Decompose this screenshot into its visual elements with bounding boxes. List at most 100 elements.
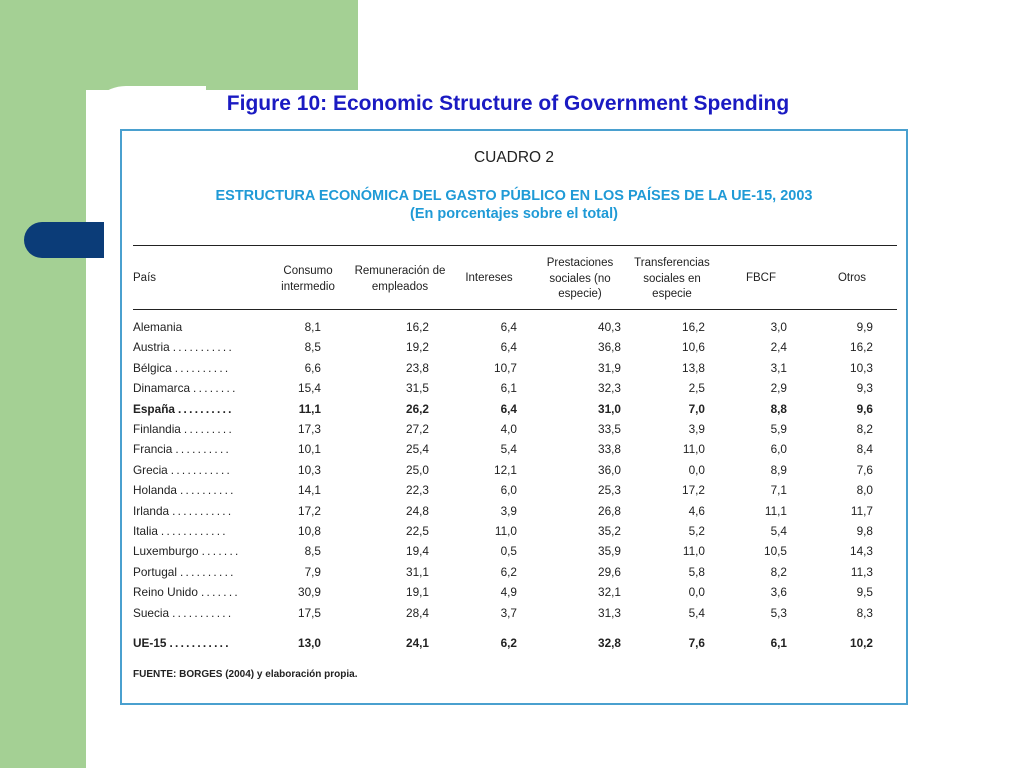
table-row: Reino Unido....... 30,9 19,1 4,9 32,1 0,0 3,6 9…	[133, 582, 873, 602]
value-cell: 31,0	[598, 401, 621, 416]
table-row: España.......... 11,1 26,2 6,4 31,0 7,0 8,8 9,6	[133, 399, 873, 419]
column-header-fbcf: FBCF	[745, 272, 777, 284]
value-cell: 6,4	[500, 401, 517, 416]
table-row: Finlandia......... 17,3 27,2 4,0 33,5 3,9 5,9 8…	[133, 419, 873, 439]
row-country-cell: Austria...........	[133, 337, 271, 357]
value-cell: 5,4	[688, 605, 705, 620]
country-name: Alemania	[133, 320, 183, 334]
leader-dots: ...........	[172, 503, 234, 518]
value-cell: 26,8	[598, 503, 621, 518]
table-row: Austria........... 8,5 19,2 6,4 36,8 10,6 2,4 1…	[133, 337, 873, 357]
value-cell: 6,4	[500, 320, 517, 334]
value-cell: 13,8	[682, 360, 705, 375]
value-cell: 5,4	[500, 442, 517, 457]
value-cell: 23,8	[406, 360, 429, 375]
value-cell: 19,4	[406, 544, 429, 559]
value-cell: 25,4	[406, 442, 429, 457]
value-cell: 4,0	[500, 422, 517, 437]
leader-dots: ...........	[170, 462, 233, 477]
country-name: Dinamarca	[133, 381, 191, 396]
row-country-cell: Francia..........	[133, 439, 271, 459]
value-cell: 8,2	[770, 564, 787, 579]
value-cell: 10,5	[764, 544, 787, 559]
row-country-cell: Finlandia.........	[133, 419, 271, 439]
value-cell: 31,5	[406, 381, 429, 396]
country-name: UE-15	[133, 636, 167, 651]
leader-dots: ........	[193, 381, 238, 396]
row-country-cell: Luxemburgo.......	[133, 541, 271, 561]
value-cell: 32,1	[598, 585, 621, 600]
value-cell: 28,4	[406, 605, 429, 620]
leader-dots: .......	[200, 585, 240, 600]
table-label: CUADRO 2	[473, 149, 555, 166]
table-heading-title: ESTRUCTURA ECONÓMICA DEL GASTO PÚBLICO E…	[215, 188, 813, 204]
value-cell: 8,8	[770, 401, 787, 416]
value-cell: 6,1	[500, 381, 517, 396]
row-country-cell: Reino Unido.......	[133, 582, 271, 602]
leader-dots: ..........	[174, 360, 231, 375]
value-cell: 10,6	[682, 340, 705, 355]
value-cell: 3,1	[770, 360, 787, 375]
value-cell: 4,9	[500, 585, 517, 600]
value-cell: 7,6	[688, 636, 705, 651]
value-cell: 12,1	[494, 462, 517, 477]
value-cell: 2,5	[688, 381, 705, 396]
value-cell: 3,9	[688, 422, 705, 437]
value-cell: 5,3	[770, 605, 787, 620]
row-country-cell: España..........	[133, 399, 271, 419]
value-cell: 33,8	[598, 442, 621, 457]
column-header-transferencias: Transferencias sociales en especie	[634, 257, 710, 300]
value-cell: 5,2	[688, 524, 705, 539]
table-top-rule	[133, 245, 897, 246]
column-header-prestaciones: Prestaciones sociales (no especie)	[546, 257, 614, 300]
value-cell: 33,5	[598, 422, 621, 437]
row-country-cell: Alemania	[133, 317, 271, 337]
value-cell: 6,2	[500, 636, 517, 651]
table-row: Luxemburgo....... 8,5 19,4 0,5 35,9 11,0 10,5 1…	[133, 541, 873, 561]
value-cell: 11,1	[298, 401, 321, 416]
value-cell: 11,0	[494, 524, 517, 539]
value-cell: 27,2	[406, 422, 429, 437]
value-cell: 11,3	[850, 564, 873, 579]
value-cell: 10,3	[850, 360, 873, 375]
value-cell: 0,0	[688, 585, 705, 600]
country-name: Finlandia	[133, 422, 181, 437]
value-cell: 14,1	[298, 483, 321, 498]
value-cell: 2,9	[770, 381, 787, 396]
table-row: Holanda.......... 14,1 22,3 6,0 25,3 17,2 7,1 8…	[133, 480, 873, 500]
table-row: Francia.......... 10,1 25,4 5,4 33,8 11,0 6,0 8…	[133, 439, 873, 459]
table-row: Irlanda........... 17,2 24,8 3,9 26,8 4,6 11,1…	[133, 501, 873, 521]
leader-dots: ...........	[172, 605, 234, 620]
country-name: Reino Unido	[133, 585, 198, 600]
value-cell: 9,3	[856, 381, 873, 396]
country-name: Austria	[133, 340, 170, 355]
value-cell: 16,2	[406, 320, 429, 334]
table-heading: ESTRUCTURA ECONÓMICA DEL GASTO PÚBLICO E…	[122, 187, 906, 223]
value-cell: 5,8	[688, 564, 705, 579]
value-cell: 7,0	[688, 401, 705, 416]
country-name: Holanda	[133, 483, 177, 498]
value-cell: 40,3	[598, 320, 621, 334]
table-spacer-row	[133, 623, 873, 633]
value-cell: 16,2	[850, 340, 873, 355]
value-cell: 11,1	[764, 503, 787, 518]
table-row: Dinamarca........ 15,4 31,5 6,1 32,3 2,5 2,9 9,…	[133, 378, 873, 398]
country-name: Suecia	[133, 605, 170, 620]
value-cell: 25,3	[598, 483, 621, 498]
country-name: Irlanda	[133, 503, 170, 518]
row-country-cell: UE-15...........	[133, 633, 271, 653]
value-cell: 31,1	[406, 564, 429, 579]
value-cell: 3,0	[770, 320, 787, 334]
value-cell: 6,1	[770, 636, 787, 651]
value-cell: 0,0	[688, 462, 705, 477]
value-cell: 32,3	[598, 381, 621, 396]
table-row: Alemania 8,1 16,2 6,4 40,3 16,2 3,0 9,9	[133, 317, 873, 337]
table-row: Portugal.......... 7,9 31,1 6,2 29,6 5,8 8,2 11…	[133, 562, 873, 582]
value-cell: 10,1	[298, 442, 321, 457]
value-cell: 17,2	[298, 503, 321, 518]
table-heading-subtitle: (En porcentajes sobre el total)	[410, 206, 618, 222]
table-source-note: FUENTE: BORGES (2004) y elaboración prop…	[133, 669, 358, 680]
value-cell: 11,7	[850, 503, 873, 518]
value-cell: 22,3	[406, 483, 429, 498]
value-cell: 26,2	[406, 401, 429, 416]
